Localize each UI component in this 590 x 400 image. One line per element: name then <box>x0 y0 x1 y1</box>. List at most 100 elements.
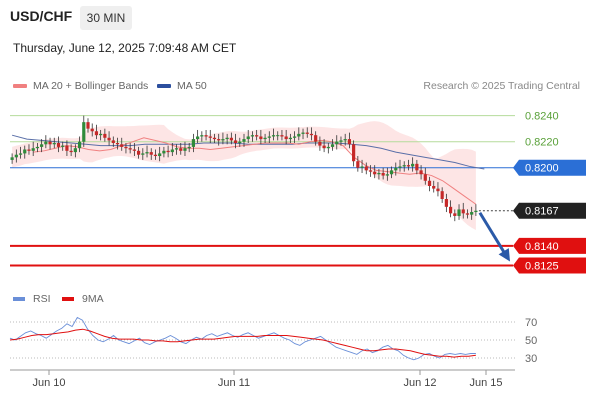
candle-body <box>73 148 77 153</box>
candle-body <box>149 152 153 155</box>
candle-body <box>318 141 322 146</box>
candle <box>145 145 149 158</box>
candle <box>263 133 267 143</box>
ma50-swatch <box>157 84 171 88</box>
candle-body <box>343 139 347 141</box>
candle-body <box>419 170 423 175</box>
candle <box>301 128 305 140</box>
candle-body <box>301 132 305 134</box>
candle <box>48 137 52 150</box>
candle-body <box>82 122 86 142</box>
candle-body <box>292 136 297 138</box>
candle-body <box>427 180 432 186</box>
level-label-0.8125: 0.8125 <box>525 260 559 272</box>
candle-body <box>381 172 385 176</box>
candle-body <box>158 153 162 157</box>
candle-body <box>423 174 427 181</box>
candle <box>31 141 35 157</box>
candle <box>225 133 229 145</box>
candle <box>318 136 322 151</box>
candle <box>132 142 136 157</box>
candle <box>373 165 377 179</box>
candle <box>440 187 444 203</box>
candle <box>124 142 128 154</box>
candle-body <box>309 133 314 136</box>
candle-body <box>267 136 271 138</box>
candle-body <box>35 146 40 149</box>
candle <box>141 148 145 160</box>
rsi-tick-50: 50 <box>525 335 537 347</box>
candle <box>271 128 276 141</box>
candle-body <box>259 136 263 140</box>
candle <box>309 127 314 141</box>
candle <box>305 127 309 138</box>
candle <box>389 166 394 179</box>
candle-body <box>444 199 448 207</box>
level-label-0.8240: 0.8240 <box>525 111 559 123</box>
chart-datetime: Thursday, June 12, 2025 7:09:48 AM CET <box>13 41 237 55</box>
x-tick-label: Jun 12 <box>403 377 436 389</box>
candle <box>457 204 461 220</box>
candle-body <box>448 206 453 214</box>
candle <box>448 200 453 218</box>
candle-body <box>394 167 398 171</box>
candle <box>200 131 204 142</box>
candle <box>128 142 132 154</box>
candle-body <box>115 142 120 145</box>
candle <box>444 193 448 213</box>
candle <box>284 129 288 145</box>
candle-body <box>23 149 27 154</box>
candle-body <box>141 153 145 155</box>
candle-body <box>238 141 242 143</box>
candle-body <box>212 137 217 140</box>
candle <box>343 133 347 146</box>
bollinger-bands <box>12 121 476 230</box>
candle-body <box>153 154 158 157</box>
candle <box>259 129 263 145</box>
x-axis: Jun 10 Jun 11 Jun 12 Jun 15 <box>10 369 515 389</box>
candle <box>18 146 23 159</box>
legend-ma20-label: MA 20 + Bollinger Bands <box>33 80 149 92</box>
candle-body <box>136 150 141 155</box>
legend-rsi-label: RSI <box>33 293 51 305</box>
candle-body <box>179 148 183 151</box>
candle-body <box>457 209 461 216</box>
candle-body <box>288 137 292 140</box>
candle-body <box>305 132 309 134</box>
candle-body <box>166 150 170 153</box>
candle <box>166 145 170 158</box>
candle-body <box>339 140 343 142</box>
candle <box>191 133 196 153</box>
legend-9ma: 9MA <box>62 293 104 305</box>
candle <box>183 141 187 157</box>
candle-body <box>406 165 411 167</box>
candle <box>65 140 69 157</box>
x-tick-label: Jun 10 <box>32 377 65 389</box>
candle <box>69 144 73 157</box>
candle <box>276 131 280 141</box>
candle-body <box>284 136 288 140</box>
x-tick-label: Jun 15 <box>469 377 502 389</box>
level-badge-0.8200 <box>513 159 586 176</box>
candle-body <box>352 144 356 162</box>
candle-body <box>31 148 35 151</box>
candle <box>82 115 86 147</box>
interval-button[interactable]: 30 MIN <box>80 6 132 30</box>
candle <box>356 156 360 172</box>
candle-body <box>86 122 90 129</box>
candle-body <box>14 154 18 158</box>
forecast-arrow-shaft <box>478 211 508 257</box>
candle <box>149 148 153 160</box>
candle-body <box>103 133 107 138</box>
candle-body <box>335 141 339 145</box>
candle <box>99 129 103 141</box>
candle-body <box>330 144 335 147</box>
candle-body <box>415 163 419 171</box>
candle-body <box>250 135 255 137</box>
moving-averages <box>11 134 485 205</box>
candle <box>115 137 120 150</box>
candle-body <box>347 139 352 145</box>
candle-body <box>200 135 204 137</box>
candle <box>326 142 330 154</box>
candle-body <box>191 139 196 147</box>
